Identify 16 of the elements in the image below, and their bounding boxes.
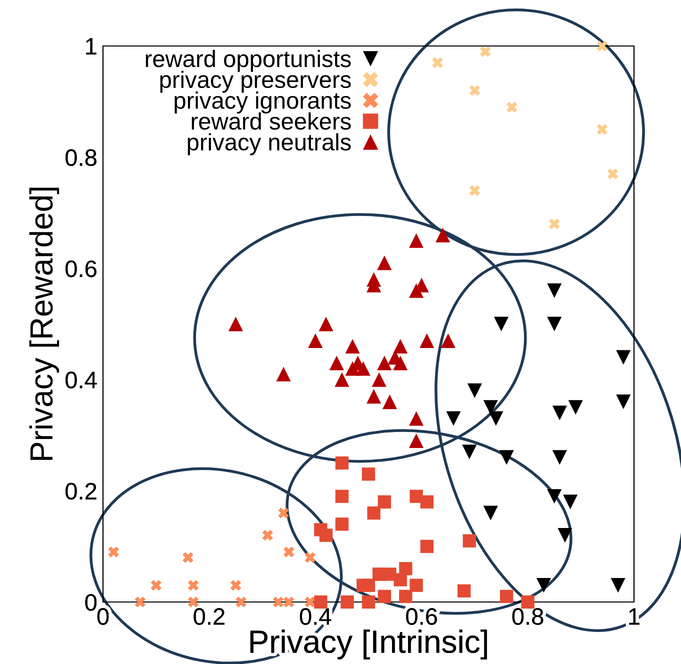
x-tick-label: 0 [97,608,109,625]
x-tick-label: 0.6 [406,608,437,625]
y-tick-label: 1 [86,38,96,55]
x-tick-label: 0.2 [194,608,224,625]
y-axis-title: Privacy [Rewarded] [29,188,60,460]
legend-label: reward opportunists [146,50,351,72]
legend-label: reward seekers [192,112,351,130]
y-tick-label: 0.6 [66,260,96,278]
legend-label: privacy ignorants [174,92,351,114]
legend-label: privacy neutrals [188,133,351,156]
x-tick-label: 0.8 [512,608,544,625]
y-tick-label: 0.2 [66,482,96,500]
y-tick-label: 0.8 [66,149,96,166]
y-tick-label: 0.4 [66,372,97,388]
y-tick-label: 0 [85,594,97,611]
legend-label: privacy preservers [160,70,351,93]
